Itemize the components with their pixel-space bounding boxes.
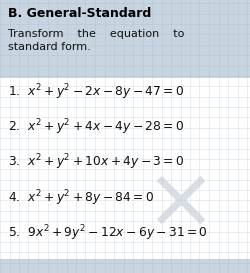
Text: 4.  $x^2+y^2+8y-84=0$: 4. $x^2+y^2+8y-84=0$ [8, 188, 154, 208]
Text: Transform    the    equation    to
standard form.: Transform the equation to standard form. [8, 29, 184, 52]
FancyBboxPatch shape [0, 78, 250, 259]
Text: $\times$: $\times$ [144, 161, 206, 244]
Text: 2.  $x^2+y^2+4x-4y-28=0$: 2. $x^2+y^2+4x-4y-28=0$ [8, 117, 184, 137]
Text: B. General-Standard: B. General-Standard [8, 7, 151, 20]
Text: 3.  $x^2+y^2+10x+4y-3=0$: 3. $x^2+y^2+10x+4y-3=0$ [8, 153, 184, 173]
Text: 5.  $9x^2+9y^2-12x-6y-31=0$: 5. $9x^2+9y^2-12x-6y-31=0$ [8, 224, 207, 244]
Text: 1.  $x^2+y^2-2x-8y-47=0$: 1. $x^2+y^2-2x-8y-47=0$ [8, 82, 184, 102]
